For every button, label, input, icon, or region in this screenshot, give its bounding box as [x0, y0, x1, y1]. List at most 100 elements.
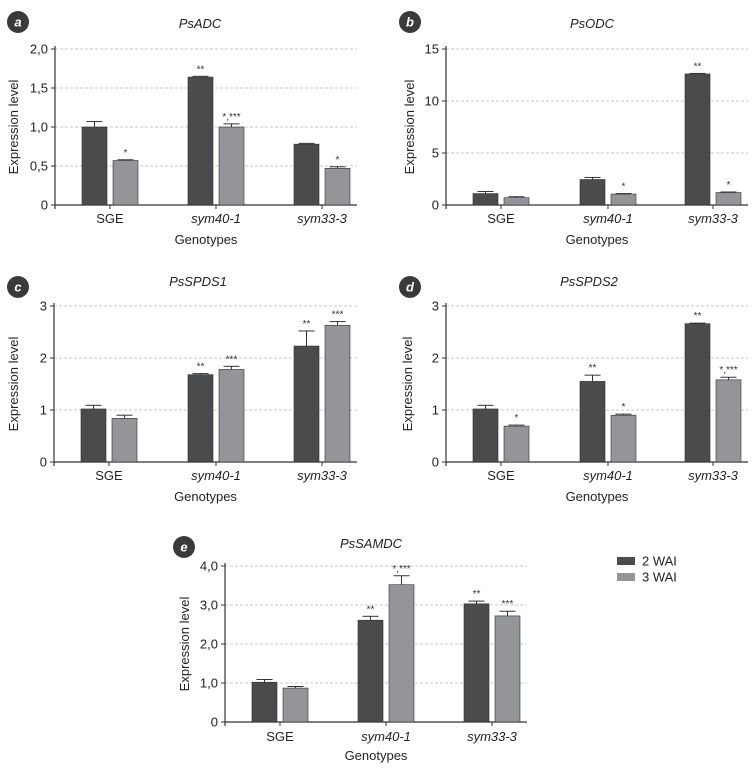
bar-2-wai	[463, 603, 490, 723]
bar-2-wai	[80, 408, 107, 463]
panel-badge-circle	[173, 536, 195, 558]
panel-c: c PsSPDS1 0 1 2 3 Expression level Genotypes SGE…	[6, 274, 357, 504]
x-tick-label: sym40-1	[583, 211, 633, 226]
bar-2-wai	[579, 381, 606, 463]
y-axis-label: Expression level	[177, 597, 192, 692]
x-axis-label: Genotypes	[566, 489, 629, 504]
y-axis-label: Expression level	[6, 337, 21, 432]
y-tick-label: 2	[40, 351, 47, 366]
y-tick-label: 2,0	[30, 42, 48, 57]
bar-3-wai	[112, 160, 139, 206]
y-tick-label: 2,0	[200, 637, 218, 652]
y-tick-label: 3,0	[200, 598, 218, 613]
bar-3-wai	[610, 193, 637, 206]
bar-2-wai	[187, 374, 214, 463]
x-tick-label: sym33-3	[297, 211, 348, 226]
y-tick-label: 1,0	[30, 120, 48, 135]
significance-label: **	[473, 589, 481, 600]
bar-3-wai	[218, 369, 245, 463]
bar-2-wai	[472, 408, 499, 463]
bar-3-wai	[324, 168, 351, 206]
significance-label: **	[589, 363, 597, 374]
x-tick-label: SGE	[95, 468, 123, 483]
significance-label: **	[303, 319, 311, 330]
significance-label: *	[622, 402, 626, 413]
y-axis-label: Expression level	[6, 80, 21, 175]
panel-badge-circle	[7, 276, 29, 298]
significance-label: *,***	[222, 112, 240, 123]
x-tick-label: sym33-3	[688, 468, 739, 483]
legend-swatch	[617, 557, 635, 565]
x-axis-label: Genotypes	[566, 232, 629, 247]
y-tick-label: 0	[40, 455, 47, 470]
y-tick-label: 0	[432, 455, 439, 470]
y-tick-label: 0	[432, 198, 439, 213]
x-tick-label: sym33-3	[688, 211, 739, 226]
x-tick-label: SGE	[96, 211, 124, 226]
bar-2-wai	[187, 76, 214, 206]
significance-label: **	[197, 64, 205, 75]
bar-2-wai	[81, 126, 108, 206]
y-tick-label: 15	[425, 42, 439, 57]
panel-badge-circle	[399, 276, 421, 298]
significance-label: ***	[226, 354, 238, 365]
panel-title: PsADC	[179, 16, 222, 31]
bar-2-wai	[472, 193, 499, 206]
panel-title: PsSPDS2	[560, 274, 619, 289]
panel-title: PsODC	[570, 16, 615, 31]
significance-label: *	[727, 180, 731, 191]
y-tick-label: 3	[432, 299, 439, 314]
significance-label: *	[515, 413, 519, 424]
x-tick-label: SGE	[266, 729, 294, 744]
panel-badge-circle	[7, 11, 29, 33]
bar-2-wai	[579, 179, 606, 206]
significance-label: **	[367, 604, 375, 615]
y-tick-label: 1	[40, 403, 47, 418]
bar-3-wai	[218, 126, 245, 206]
panel-title: PsSPDS1	[169, 274, 227, 289]
significance-label: ***	[502, 599, 514, 610]
bar-3-wai	[610, 414, 637, 463]
bar-3-wai	[715, 379, 742, 463]
y-tick-label: 0	[41, 198, 48, 213]
y-tick-label: 5	[432, 146, 439, 161]
bar-3-wai	[111, 418, 138, 463]
x-tick-label: sym40-1	[191, 211, 241, 226]
significance-label: **	[694, 61, 702, 72]
panel-badge-label: c	[14, 280, 22, 295]
bar-3-wai	[503, 197, 530, 206]
significance-label: *	[336, 155, 340, 166]
significance-label: ***	[332, 310, 344, 321]
bar-2-wai	[293, 345, 320, 463]
panel-badge-label: e	[180, 540, 187, 555]
panel-b: b PsODC 0 5 10 15 Expression level Genotypes SGE…	[399, 11, 748, 247]
legend-label: 2 WAI	[642, 554, 677, 569]
x-axis-label: Genotypes	[175, 232, 238, 247]
legend-label: 3 WAI	[642, 570, 677, 585]
bar-3-wai	[388, 584, 415, 723]
panel-e: e PsSAMDC 0 1,0 2,0 3,0 4,0 Expression level Gen…	[173, 536, 527, 763]
y-tick-label: 2	[432, 351, 439, 366]
x-tick-label: sym40-1	[583, 468, 633, 483]
panel-title: PsSAMDC	[340, 536, 403, 551]
panel-badge-label: d	[406, 280, 415, 295]
significance-label: *	[622, 182, 626, 193]
bar-3-wai	[324, 324, 351, 463]
bar-3-wai	[494, 615, 521, 723]
bar-2-wai	[684, 323, 711, 463]
significance-label: *	[124, 148, 128, 159]
y-tick-label: 10	[425, 94, 439, 109]
y-axis-label: Expression level	[400, 337, 415, 432]
panel-d: d PsSPDS2 0 1 2 3 Expression level Genotypes SGE…	[399, 274, 748, 504]
x-tick-label: sym33-3	[467, 729, 518, 744]
x-axis-label: Genotypes	[174, 489, 237, 504]
x-tick-label: sym33-3	[297, 468, 348, 483]
y-tick-label: 4,0	[200, 559, 218, 574]
bar-2-wai	[357, 619, 384, 723]
x-tick-label: SGE	[487, 211, 515, 226]
x-tick-label: sym40-1	[191, 468, 241, 483]
y-tick-label: 0,5	[30, 159, 48, 174]
y-tick-label: 0	[211, 715, 218, 730]
